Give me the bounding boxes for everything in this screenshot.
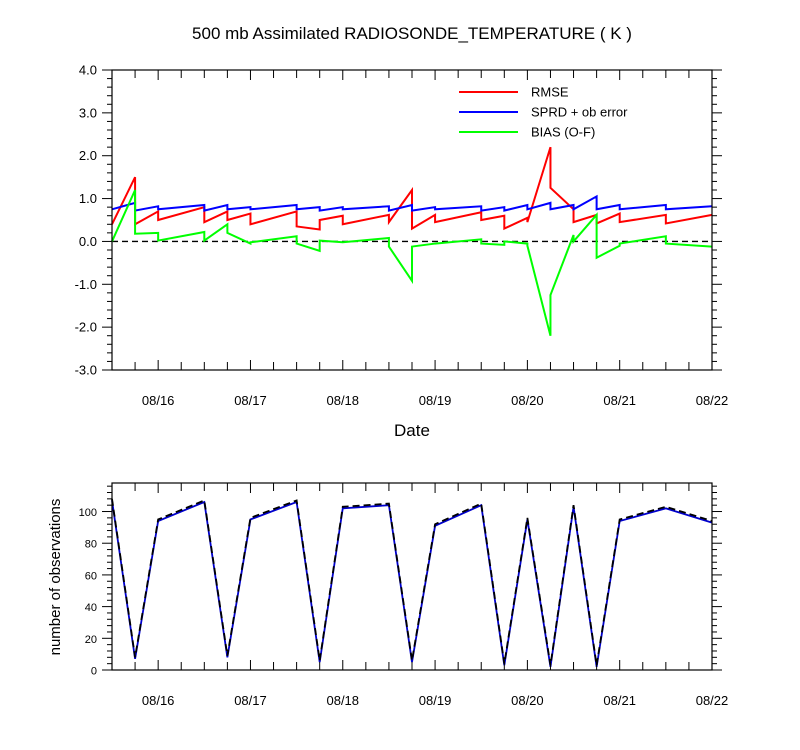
x-tick-label: 08/18 (326, 393, 359, 408)
y-tick-label: 80 (85, 539, 97, 551)
bottom-panel: 08/16 08/17 08/18 08/19 08/20 08/21 08/22 0 20 40… (79, 482, 729, 708)
x-tick-label: 08/16 (142, 693, 175, 708)
legend-label: RMSE (531, 85, 569, 100)
y-tick-label: 3.0 (79, 105, 97, 120)
bottom-plot-frame (111, 482, 713, 671)
x-tick-label: 08/17 (234, 393, 267, 408)
series-line-1 (111, 498, 713, 666)
top-panel: 08/16 08/17 08/18 08/19 08/20 08/21 08/22 4.0 3.… (75, 63, 729, 409)
y-tick-label: -2.0 (75, 320, 97, 335)
series-line-0 (111, 500, 713, 667)
y-tick-label: -1.0 (75, 277, 97, 292)
x-tick-label: 08/20 (511, 393, 544, 408)
y-tick-label: 20 (85, 634, 97, 646)
x-tick-label: 08/19 (419, 393, 452, 408)
series-line-1 (111, 194, 713, 212)
y-tick-label: 60 (85, 570, 97, 582)
x-tick-label: 08/21 (603, 393, 636, 408)
y-tick-label: 40 (85, 602, 97, 614)
legend-label: BIAS (O-F) (531, 125, 595, 140)
y-axis-label-observations: number of observations (47, 499, 64, 656)
legend: RMSE SPRD + ob error BIAS (O-F) (459, 85, 628, 140)
y-tick-label: 2.0 (79, 148, 97, 163)
x-axis-label: Date (394, 421, 430, 440)
x-tick-label: 08/22 (696, 393, 729, 408)
x-tick-label: 08/22 (696, 693, 729, 708)
x-tick-label: 08/17 (234, 693, 267, 708)
x-tick-label: 08/18 (326, 693, 359, 708)
y-tick-label: 1.0 (79, 191, 97, 206)
x-tick-label: 08/19 (419, 693, 452, 708)
y-tick-label: -3.0 (75, 363, 97, 378)
y-tick-label: 0.0 (79, 234, 97, 249)
series-line-2 (111, 189, 713, 336)
y-tick-label: 4.0 (79, 63, 97, 78)
y-tick-label: 100 (79, 507, 97, 519)
legend-label: SPRD + ob error (531, 105, 628, 120)
chart-title: 500 mb Assimilated RADIOSONDE_TEMPERATUR… (192, 24, 632, 43)
x-tick-label: 08/21 (603, 693, 636, 708)
x-tick-label: 08/20 (511, 693, 544, 708)
y-tick-label: 0 (91, 666, 97, 678)
series-line-0 (111, 146, 713, 231)
x-tick-label: 08/16 (142, 393, 175, 408)
